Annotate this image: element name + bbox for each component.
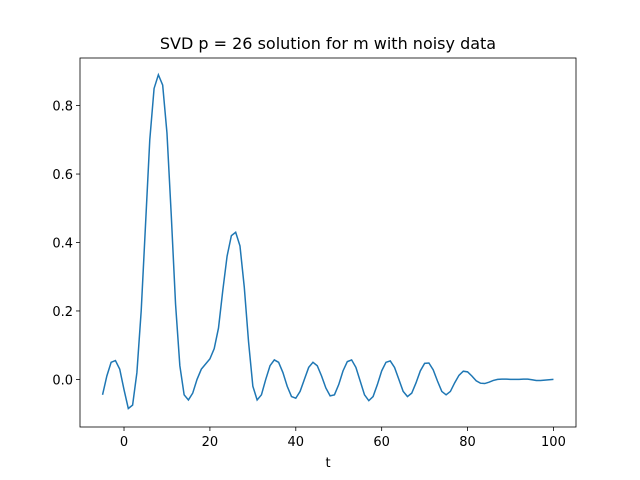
x-tick-label: 40 — [288, 435, 305, 450]
chart-title: SVD p = 26 solution for m with noisy dat… — [160, 34, 496, 53]
plot-frame — [79, 57, 577, 428]
y-tick-label: 0.8 — [52, 100, 73, 115]
x-tick-label: 0 — [120, 435, 128, 450]
y-tick-label: 0.4 — [52, 237, 73, 252]
x-tick-label: 20 — [202, 435, 219, 450]
x-tick-label: 60 — [373, 435, 390, 450]
x-axis-label: t — [325, 456, 330, 471]
x-tick-label: 80 — [459, 435, 476, 450]
data-line — [101, 72, 554, 410]
y-tick-label: 0.2 — [52, 305, 73, 320]
y-tick-label: 0.0 — [52, 373, 73, 388]
x-tick-label: 100 — [541, 435, 566, 450]
y-tick-label: 0.6 — [52, 168, 73, 183]
